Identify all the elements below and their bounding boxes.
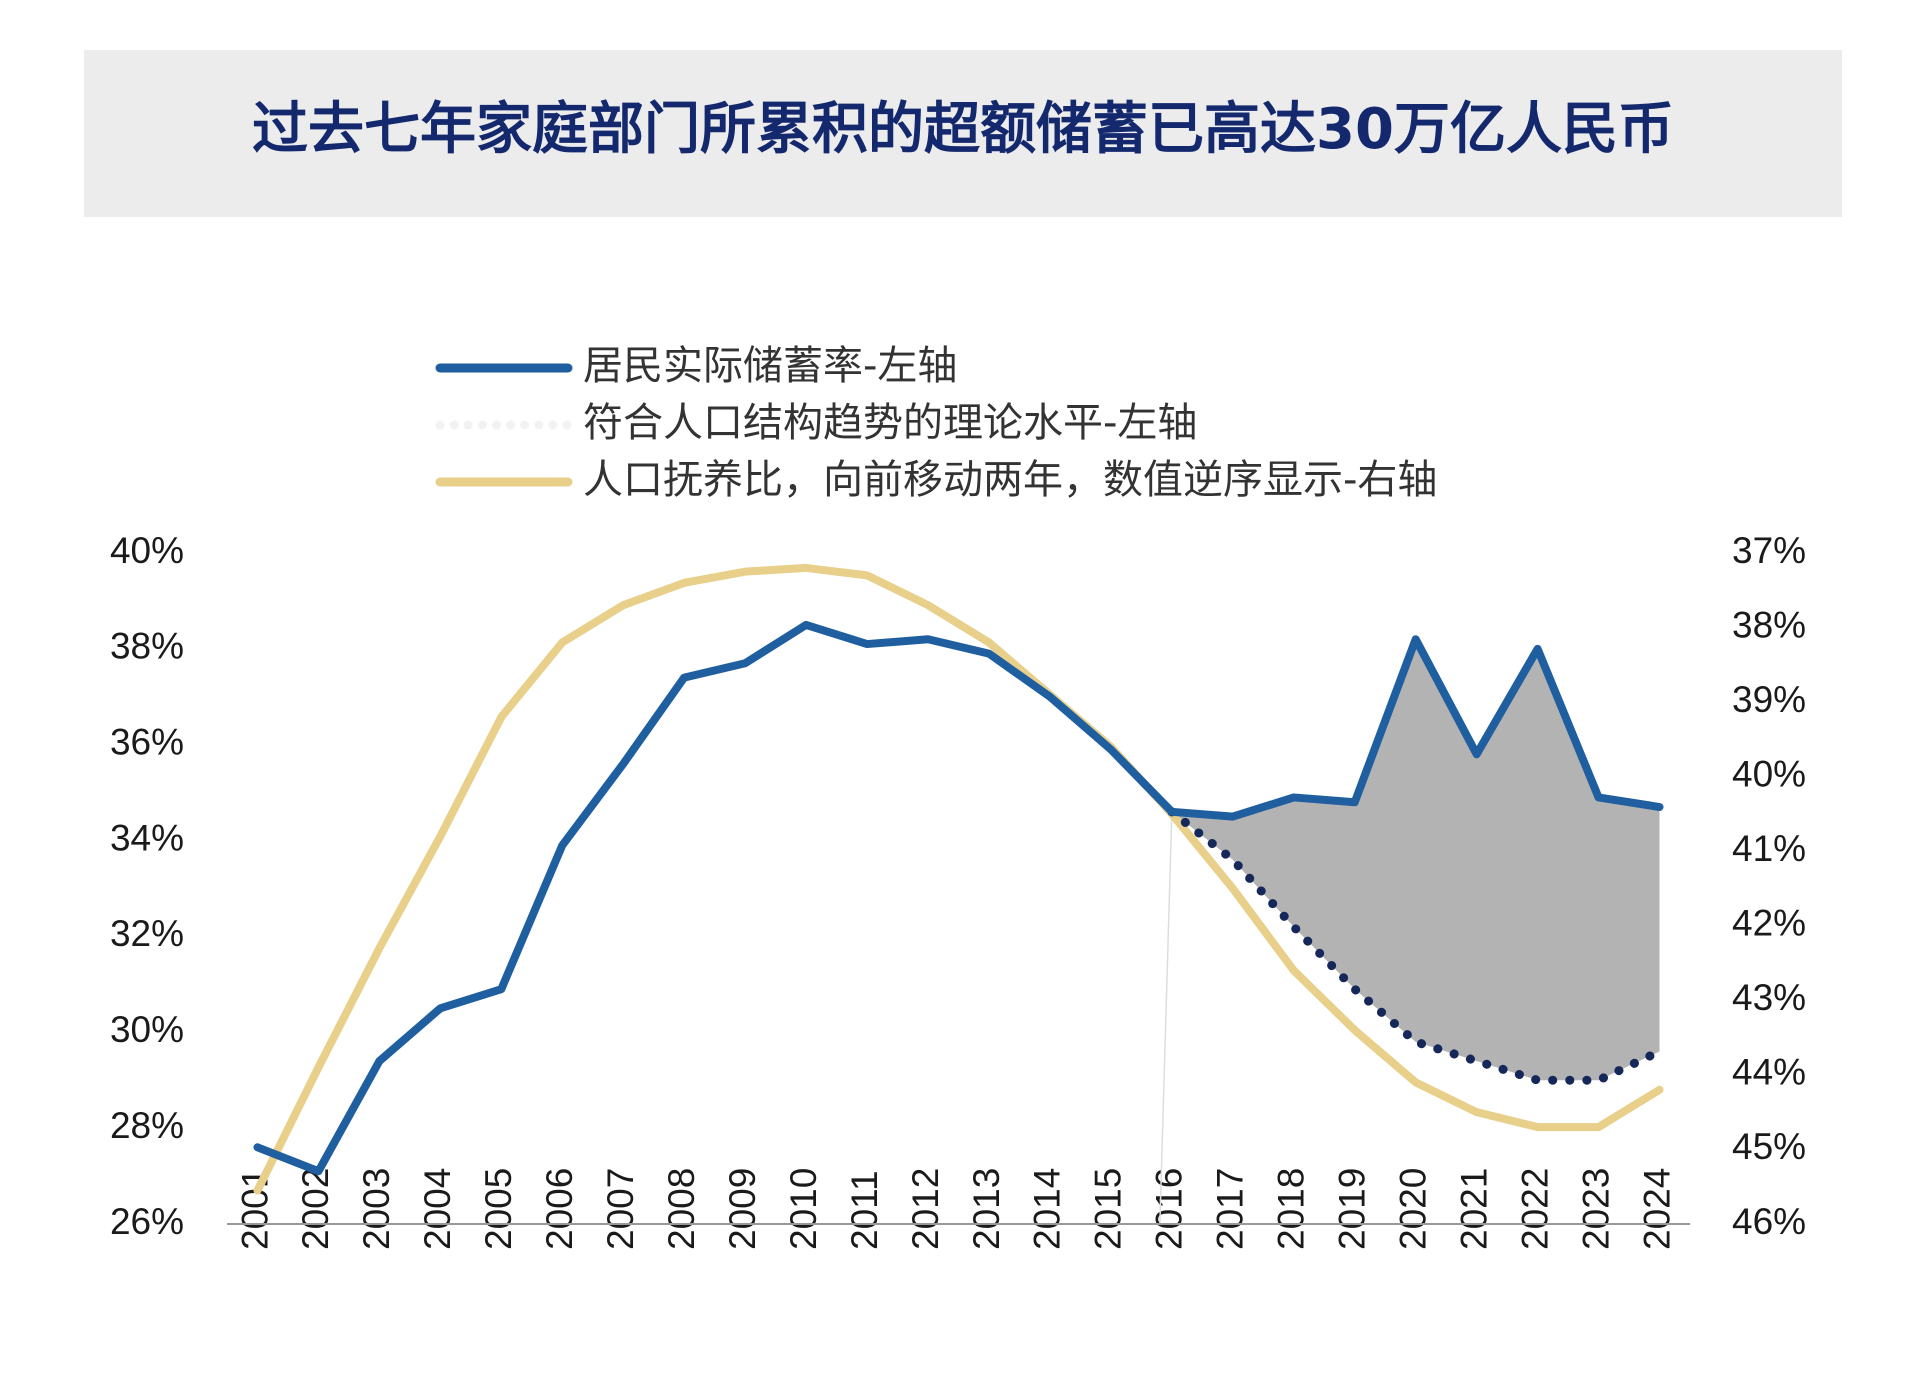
legend-label: 人口抚养比，向前移动两年，数值逆序显示-右轴	[583, 457, 1437, 503]
y-tick-label: 28%	[110, 1105, 184, 1146]
x-tick-label: 2011	[844, 1170, 885, 1250]
chart-title: 过去七年家庭部门所累积的超额储蓄已高达30万亿人民币	[252, 97, 1674, 162]
x-tick-label: 2006	[539, 1168, 580, 1250]
gap-area	[1171, 639, 1660, 1081]
legend-label: 符合人口结构趋势的理论水平-左轴	[583, 400, 1197, 446]
x-tick-label: 2012	[905, 1168, 946, 1250]
y-tick-label: 38%	[110, 626, 184, 667]
x-tick-label: 2024	[1636, 1168, 1677, 1250]
x-tick-label: 2008	[661, 1168, 702, 1250]
y2-tick-label: 46%	[1732, 1201, 1806, 1242]
x-tick-label: 2001	[234, 1168, 275, 1250]
x-tick-label: 2021	[1453, 1168, 1494, 1250]
legend-label: 居民实际储蓄率-左轴	[583, 343, 957, 389]
y2-tick-label: 44%	[1732, 1052, 1806, 1093]
x-tick-label: 2005	[478, 1168, 519, 1250]
x-tick-label: 2004	[417, 1168, 458, 1250]
x-tick-label: 2019	[1332, 1168, 1373, 1250]
y-tick-label: 36%	[110, 721, 184, 762]
y2-tick-label: 37%	[1732, 530, 1806, 571]
x-tick-label: 2022	[1514, 1168, 1555, 1250]
y2-tick-label: 40%	[1732, 753, 1806, 794]
divider-line	[1159, 811, 1173, 1225]
y-tick-label: 34%	[110, 817, 184, 858]
x-tick-label: 2023	[1575, 1168, 1616, 1250]
x-tick-label: 2003	[356, 1168, 397, 1250]
x-tick-label: 2013	[966, 1168, 1007, 1250]
x-tick-label: 2002	[295, 1168, 336, 1250]
y-tick-label: 30%	[110, 1009, 184, 1050]
y2-tick-label: 45%	[1732, 1126, 1806, 1167]
title-band	[84, 50, 1842, 217]
y2-tick-label: 39%	[1732, 679, 1806, 720]
series-line	[253, 563, 1664, 1195]
y2-tick-label: 41%	[1732, 828, 1806, 869]
x-tick-label: 2020	[1392, 1168, 1433, 1250]
x-tick-label: 2016	[1149, 1168, 1190, 1250]
x-tick-label: 2007	[600, 1168, 641, 1250]
y2-tick-label: 42%	[1732, 903, 1806, 944]
x-tick-label: 2015	[1088, 1168, 1129, 1250]
x-tick-label: 2018	[1271, 1168, 1312, 1250]
y-tick-label: 32%	[110, 913, 184, 954]
y-tick-label: 40%	[110, 530, 184, 571]
y2-tick-label: 43%	[1732, 977, 1806, 1018]
x-tick-label: 2014	[1027, 1168, 1068, 1250]
x-tick-label: 2010	[783, 1168, 824, 1250]
x-tick-label: 2009	[722, 1168, 763, 1250]
y2-tick-label: 38%	[1732, 604, 1806, 645]
x-tick-label: 2017	[1210, 1168, 1251, 1250]
series-line	[253, 620, 1664, 1176]
y-tick-label: 26%	[110, 1201, 184, 1242]
